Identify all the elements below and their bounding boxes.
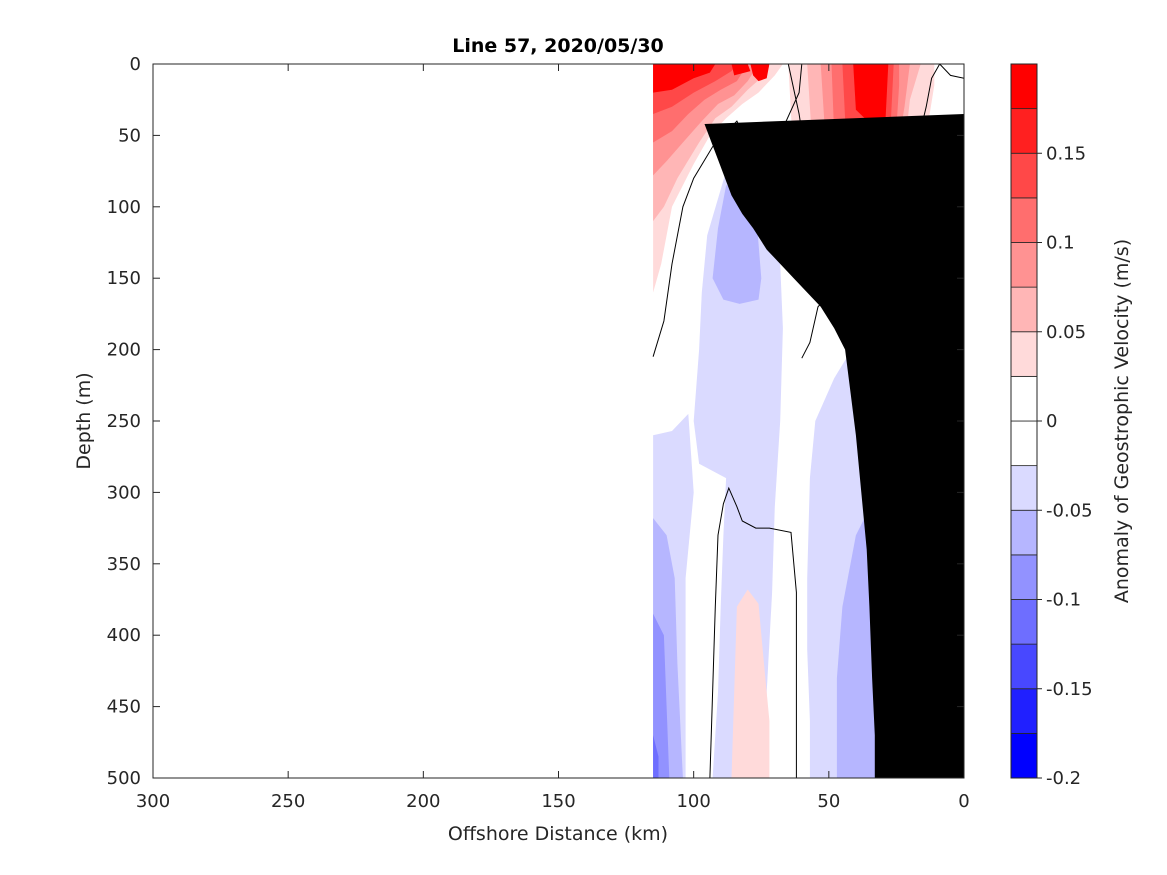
y-tick-label: 500 [107, 768, 141, 789]
x-tick-label: 250 [271, 791, 305, 812]
y-tick-label: 100 [107, 197, 141, 218]
y-tick-label: 150 [107, 268, 141, 289]
colorbar-level [1010, 599, 1038, 645]
y-tick-label: 300 [107, 482, 141, 503]
colorbar-level [1010, 688, 1038, 734]
y-tick-label: 50 [118, 125, 141, 146]
x-axis-label: Offshore Distance (km) [448, 823, 668, 845]
colorbar-level [1010, 509, 1038, 556]
y-tick-label: 400 [107, 625, 141, 646]
zero-contour-line-5 [939, 64, 964, 79]
colorbar-level [1010, 375, 1038, 422]
colorbar-level [1010, 331, 1038, 377]
colorbar-level [1010, 286, 1038, 333]
region-pos6-offshore-surface [653, 64, 716, 93]
x-tick-label: 300 [136, 791, 170, 812]
region-pos1-lens-deep [731, 589, 770, 778]
x-axis: 300 250 200 150 100 50 0 [136, 64, 970, 812]
x-tick-label: 100 [676, 791, 710, 812]
x-tick-label: 150 [541, 791, 575, 812]
zero-contour-line-4 [709, 486, 797, 778]
x-tick-label: 200 [406, 791, 440, 812]
colorbar-level [1010, 465, 1038, 511]
y-axis: 0 50 100 150 200 250 300 350 400 450 500 [107, 54, 964, 789]
colorbar-tick-label: 0.15 [1046, 143, 1086, 164]
colorbar-tick-label: -0.2 [1046, 768, 1081, 789]
colorbar-level [1010, 242, 1038, 288]
colorbar-ticks: 0.15 0.1 0.05 0 -0.05 -0.1 -0.15 -0.2 [1037, 143, 1093, 789]
colorbar-tick-label: 0.1 [1046, 233, 1075, 254]
colorbar-level [1010, 197, 1038, 243]
colorbar-tick-label: -0.15 [1046, 679, 1093, 700]
colorbar-level [1010, 554, 1038, 600]
y-tick-label: 350 [107, 554, 141, 575]
colorbar-level [1010, 108, 1038, 154]
region-pos6-slope-core [853, 64, 889, 126]
chart-title: Line 57, 2020/05/30 [452, 35, 664, 57]
colorbar-tick-label: -0.1 [1046, 590, 1081, 611]
colorbar-tick-label: 0 [1046, 411, 1057, 432]
y-tick-label: 450 [107, 697, 141, 718]
seafloor-mask [704, 114, 964, 778]
region-neg4-offshore-deep [653, 735, 659, 778]
y-axis-label: Depth (m) [73, 372, 95, 469]
x-tick-label: 0 [958, 791, 969, 812]
y-tick-label: 0 [130, 54, 141, 75]
y-tick-label: 250 [107, 411, 141, 432]
colorbar-level [1010, 420, 1038, 467]
land-mask-layer [704, 114, 964, 778]
colorbar-level [1010, 63, 1038, 110]
colorbar-level [1010, 152, 1038, 199]
colorbar-label: Anomaly of Geostrophic Velocity (m/s) [1111, 239, 1133, 603]
region-neg3-offshore-deep [653, 613, 670, 778]
colorbar-tick-label: 0.05 [1046, 322, 1086, 343]
colorbar-tick-label: -0.05 [1046, 500, 1093, 521]
x-tick-label: 50 [817, 791, 840, 812]
region-pos6-offshore-surface-2 [731, 64, 751, 76]
region-pos6-surface-blob [750, 64, 770, 82]
colorbar-level [1010, 643, 1038, 690]
y-tick-label: 200 [107, 340, 141, 361]
colorbar-level [1010, 732, 1038, 779]
region-neg1-mid-column [693, 149, 783, 778]
colorbar [1010, 63, 1038, 779]
